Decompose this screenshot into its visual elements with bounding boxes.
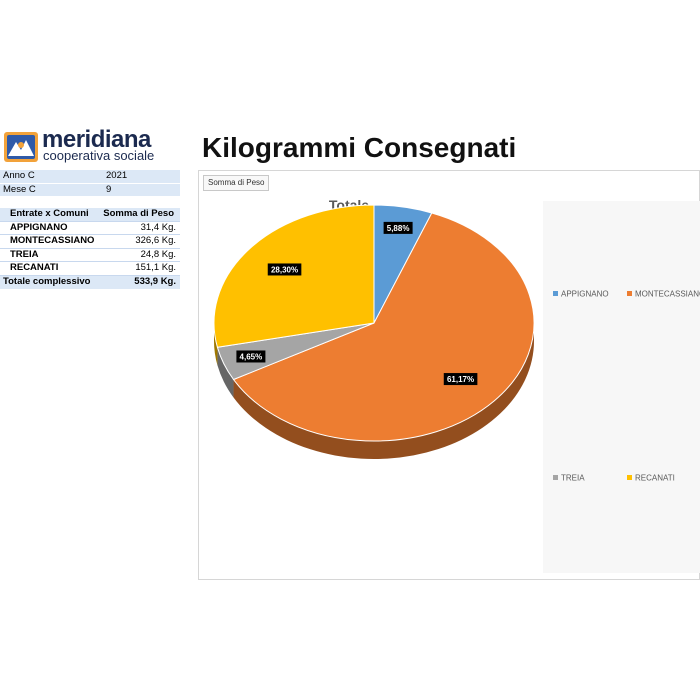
- legend-panel: APPIGNANO MONTECASSIANO TREIA RECANATI: [543, 201, 700, 573]
- logo-emblem-icon: [4, 132, 38, 162]
- legend-label: TREIA: [561, 473, 585, 483]
- legend-label: MONTECASSIANO: [635, 289, 700, 299]
- legend-label: RECANATI: [635, 473, 675, 483]
- data-label-recanati: 28,30%: [267, 263, 302, 276]
- table-row[interactable]: MONTECASSIANO 326,6 Kg.: [0, 235, 180, 249]
- filter-label: Mese C: [3, 183, 36, 195]
- row-label: TREIA: [10, 248, 39, 260]
- pivot-table: Entrate x Comuni Somma di Peso APPIGNANO…: [0, 208, 180, 289]
- legend-item-montecassiano[interactable]: MONTECASSIANO: [627, 289, 700, 298]
- data-label-box: [443, 373, 478, 386]
- pie-chart[interactable]: Somma di Peso Totale APPIGNANO MONTECASS…: [198, 170, 700, 580]
- filter-value: 9: [106, 183, 112, 195]
- row-value: 24,8 Kg.: [140, 248, 176, 260]
- row-label: APPIGNANO: [10, 221, 68, 233]
- total-label: Totale complessivo: [3, 275, 91, 287]
- table-row[interactable]: RECANATI 151,1 Kg.: [0, 262, 180, 276]
- legend-swatch: [553, 291, 558, 297]
- data-label-text: 61,17%: [447, 375, 474, 384]
- data-label-box: [267, 263, 302, 276]
- table-total-row: Totale complessivo 533,9 Kg.: [0, 275, 180, 289]
- row-value: 31,4 Kg.: [140, 221, 176, 233]
- page-title: Kilogrammi Consegnati: [202, 132, 517, 163]
- legend-swatch: [627, 475, 632, 481]
- row-label: RECANATI: [10, 262, 59, 274]
- total-value: 533,9 Kg.: [134, 275, 176, 287]
- filter-value: 2021: [106, 170, 128, 181]
- data-label-box: [236, 350, 266, 363]
- legend-item-treia[interactable]: TREIA: [553, 473, 585, 482]
- pie-plot: 5,88% 61,17% 4,65% 28,30%: [213, 204, 535, 459]
- filter-label: Anno C: [3, 170, 35, 181]
- row-value: 151,1 Kg.: [135, 262, 176, 274]
- legend-item-recanati[interactable]: RECANATI: [627, 473, 675, 482]
- filter-panel: Anno C 2021 Mese C 9: [0, 170, 180, 197]
- meridiana-logo: meridiana cooperativa sociale: [4, 126, 180, 166]
- data-label-text: 28,30%: [271, 265, 298, 274]
- data-label-text: 4,65%: [240, 352, 263, 361]
- legend-swatch: [627, 291, 632, 297]
- data-label-text: 5,88%: [387, 224, 410, 233]
- data-label-treia: 4,65%: [236, 350, 266, 363]
- slice-side-montecassiano: [233, 323, 535, 459]
- legend-swatch: [553, 475, 558, 481]
- legend-item-appignano[interactable]: APPIGNANO: [553, 289, 609, 298]
- filter-row-anno[interactable]: Anno C 2021: [0, 170, 180, 184]
- pivot-header-values: Somma di Peso: [103, 208, 174, 219]
- table-row[interactable]: TREIA 24,8 Kg.: [0, 249, 180, 263]
- logo-name: meridiana: [42, 126, 151, 153]
- filter-row-mese[interactable]: Mese C 9: [0, 183, 180, 197]
- data-label-box: [383, 221, 413, 234]
- slice-side-recanati: [214, 323, 218, 366]
- pivot-header-row: Entrate x Comuni Somma di Peso: [0, 208, 180, 222]
- legend-label: APPIGNANO: [561, 289, 609, 299]
- table-row[interactable]: APPIGNANO 31,4 Kg.: [0, 222, 180, 236]
- pie-slice-recanati[interactable]: [213, 204, 375, 348]
- row-value: 326,6 Kg.: [135, 235, 176, 247]
- row-label: MONTECASSIANO: [10, 235, 95, 247]
- chart-field-button[interactable]: Somma di Peso: [203, 175, 270, 191]
- data-label-appignano: 5,88%: [383, 221, 413, 234]
- data-label-montecassiano: 61,17%: [443, 373, 478, 386]
- logo-subtitle: cooperativa sociale: [43, 148, 155, 163]
- pivot-header-rows[interactable]: Entrate x Comuni: [10, 208, 89, 219]
